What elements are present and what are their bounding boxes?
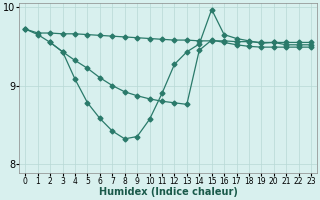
X-axis label: Humidex (Indice chaleur): Humidex (Indice chaleur) — [99, 187, 238, 197]
